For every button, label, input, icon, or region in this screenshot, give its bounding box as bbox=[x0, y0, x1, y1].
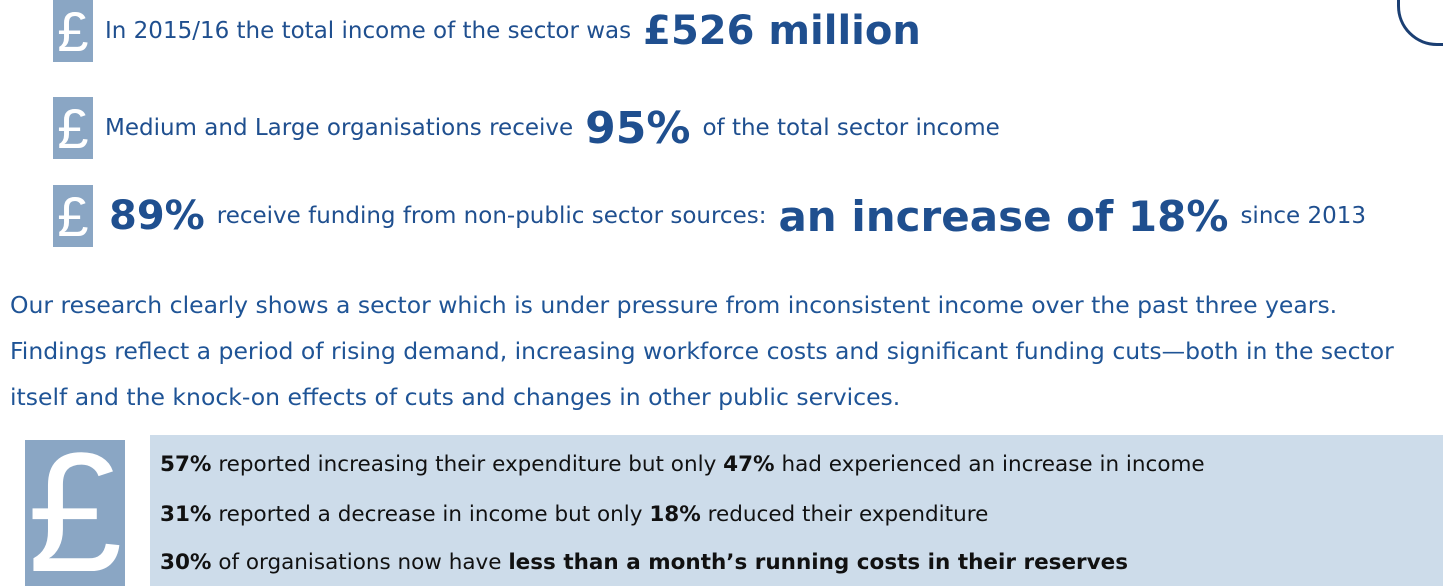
text: of organisations now have bbox=[218, 550, 502, 575]
pound-icon: £ bbox=[53, 185, 93, 248]
figure: 47% bbox=[723, 452, 775, 477]
figure: 57% bbox=[160, 452, 212, 477]
figure: £526 million bbox=[643, 8, 921, 54]
pound-icon: £ bbox=[53, 97, 93, 160]
text: reduced their expenditure bbox=[707, 502, 989, 527]
pound-icon: £ bbox=[25, 440, 125, 586]
finding: 57% reported increasing their expenditur… bbox=[160, 452, 1205, 477]
text: reported a decrease in income but only bbox=[218, 502, 643, 527]
highlight: £ In 2015/16 the total income of the sec… bbox=[53, 0, 921, 63]
text: reported increasing their expenditure bu… bbox=[218, 452, 717, 477]
figure: 30% bbox=[160, 550, 212, 575]
figure: 31% bbox=[160, 502, 212, 527]
emphasis: less than a month’s running costs in the… bbox=[508, 550, 1129, 575]
figure: 95% bbox=[585, 102, 691, 154]
text: receive funding from non-public sector s… bbox=[216, 203, 767, 229]
text: Medium and Large organisations receive bbox=[105, 115, 574, 141]
text: had experienced an increase in income bbox=[781, 452, 1205, 477]
pound-icon: £ bbox=[53, 0, 93, 63]
text: since 2013 bbox=[1240, 203, 1367, 229]
figure: an increase of 18% bbox=[778, 191, 1229, 241]
frame-corner bbox=[1397, 0, 1443, 46]
finding: 30% of organisations now have less than … bbox=[160, 550, 1128, 575]
highlight: £ Medium and Large organisations receive… bbox=[53, 97, 1000, 160]
paragraph: Our research clearly shows a sector whic… bbox=[10, 291, 1394, 411]
highlight: £ 89% receive funding from non-public se… bbox=[53, 185, 1367, 248]
text: of the total sector income bbox=[702, 115, 1000, 141]
text: In 2015/16 the total income of the secto… bbox=[105, 18, 632, 44]
figure: 89% bbox=[109, 193, 205, 239]
findings-box bbox=[150, 435, 1443, 586]
finding: 31% reported a decrease in income but on… bbox=[160, 502, 988, 527]
figure: 18% bbox=[649, 502, 701, 527]
